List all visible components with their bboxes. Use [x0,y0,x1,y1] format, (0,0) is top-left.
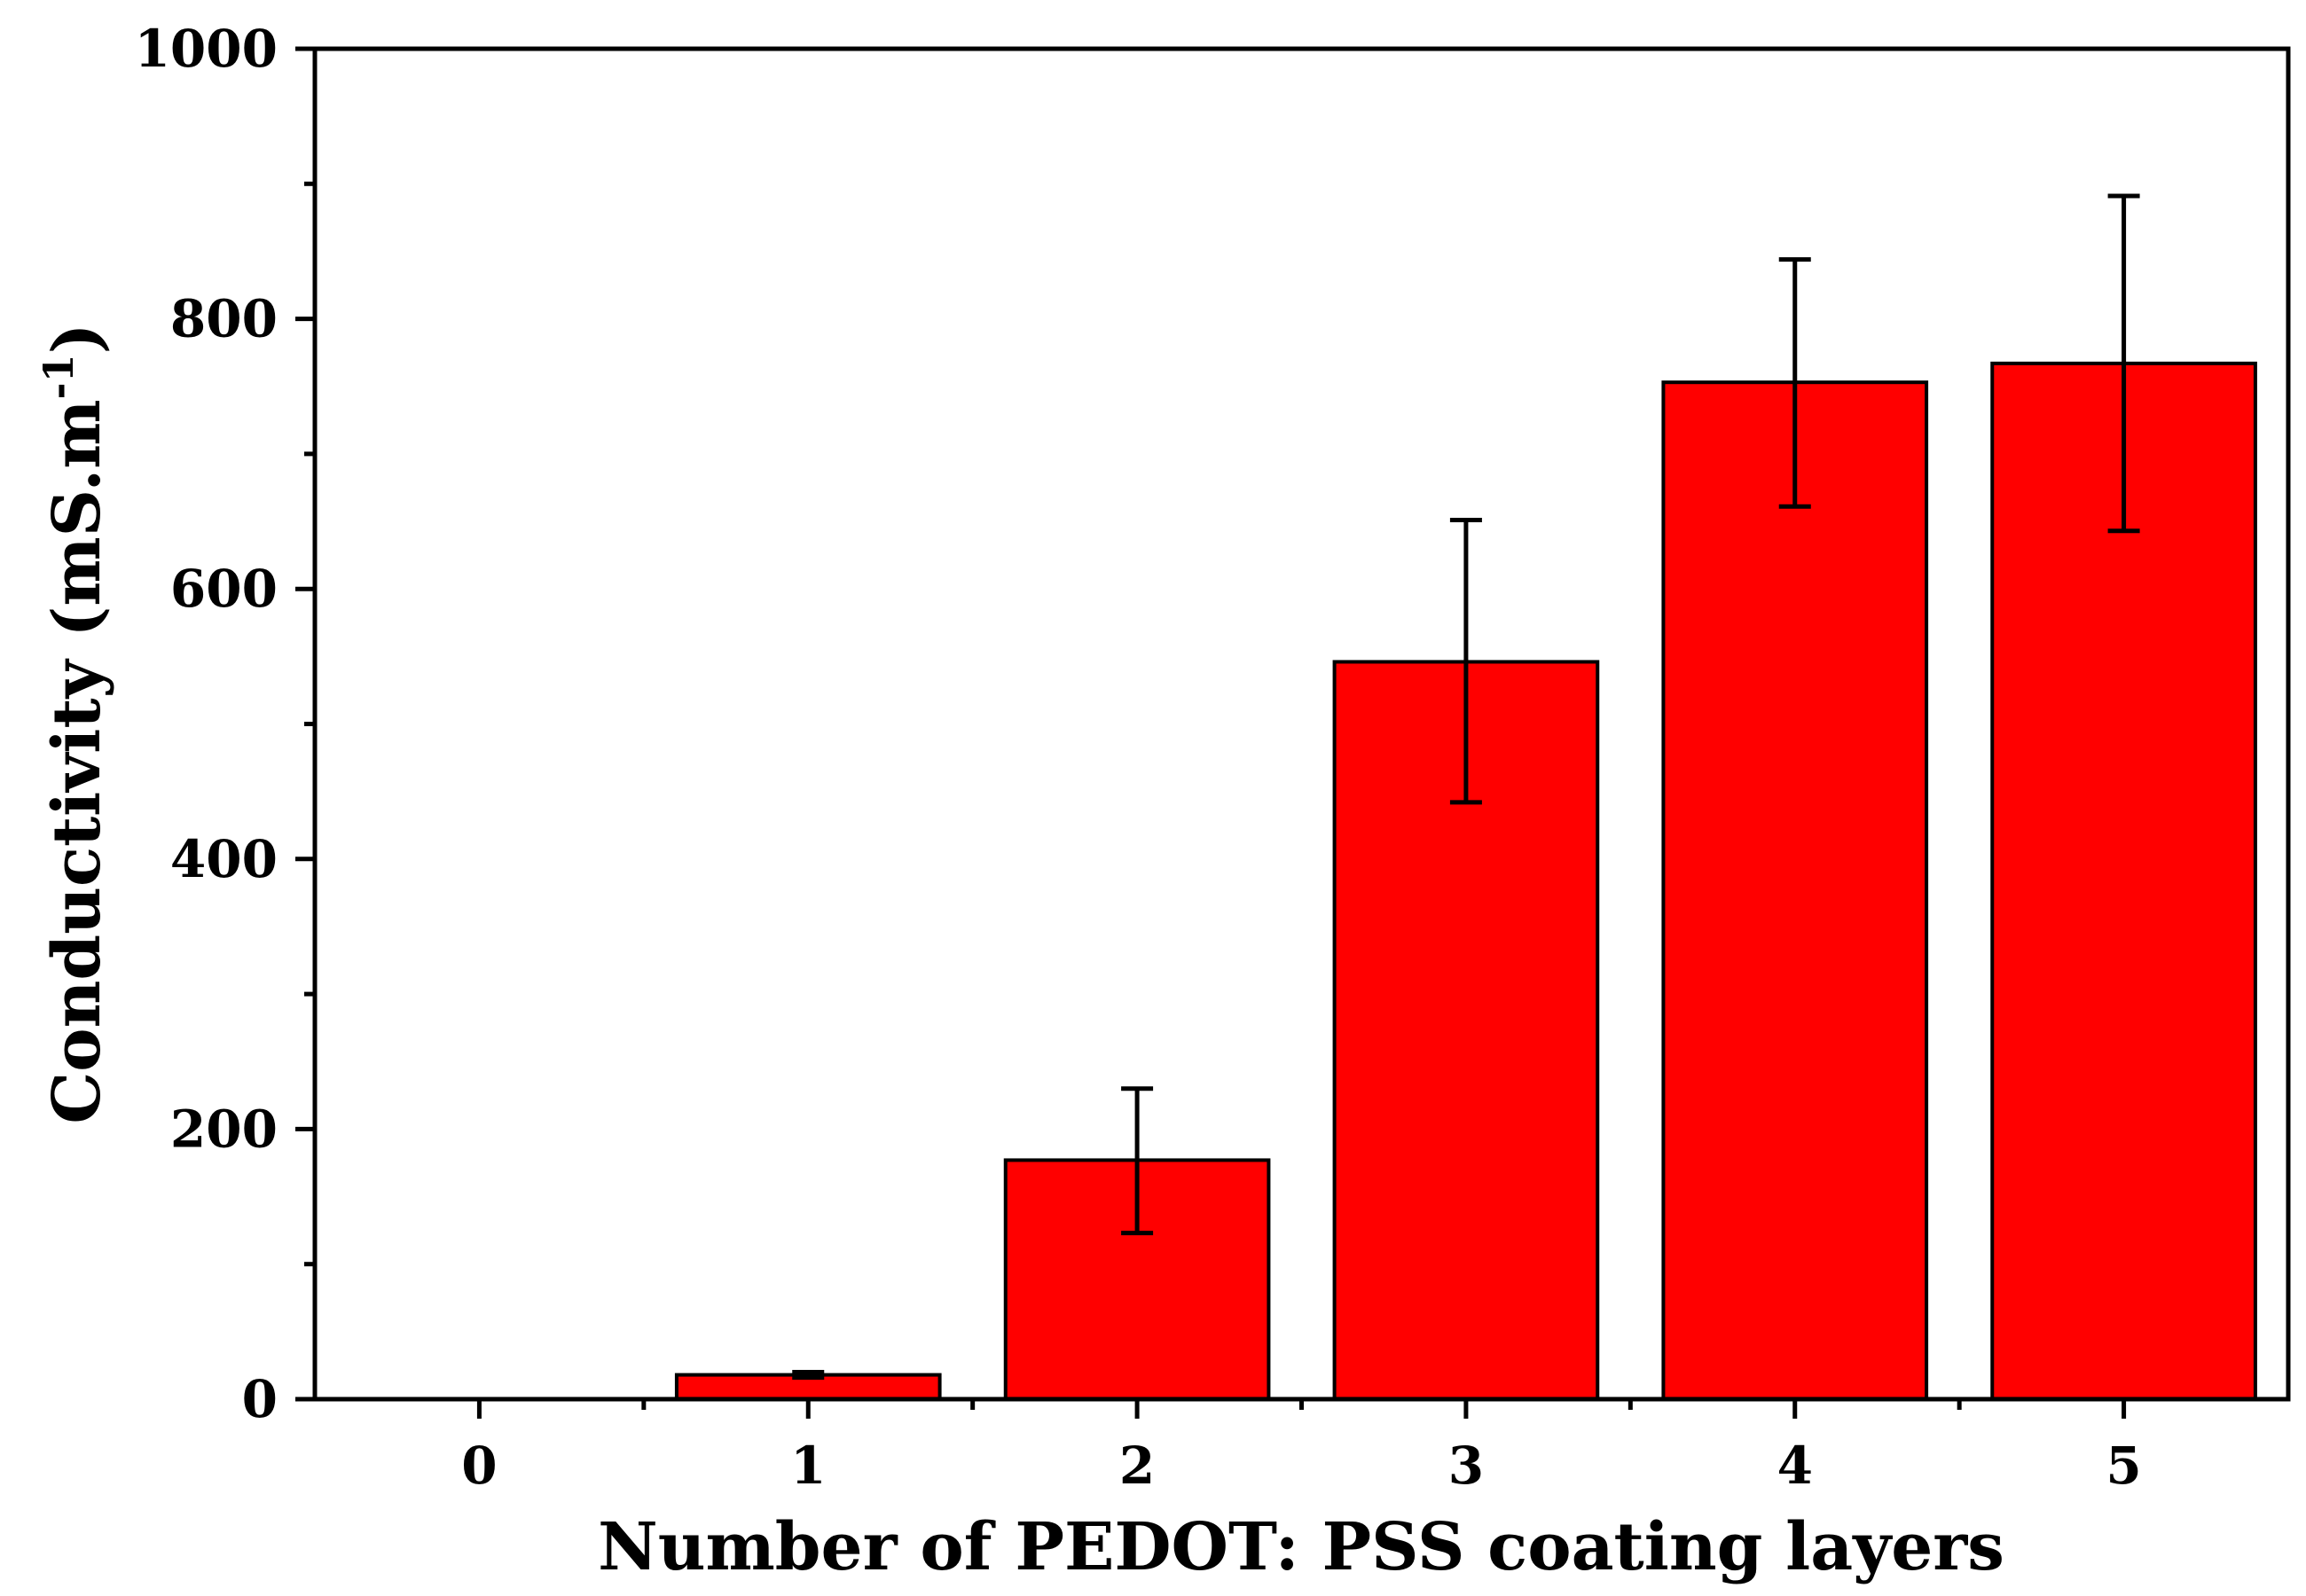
x-tick-label-2: 2 [1119,1436,1155,1496]
x-tick-label-4: 4 [1777,1436,1813,1496]
y-tick-label-1000: 1000 [135,19,278,79]
y-axis: 0 200 400 600 800 1000 [135,19,315,1429]
y-tick-label-0: 0 [242,1369,278,1429]
x-tick-label-1: 1 [790,1436,826,1496]
x-tick-label-0: 0 [461,1436,497,1496]
y-tick-label-600: 600 [170,559,278,619]
y-tick-label-400: 400 [170,829,278,889]
bar-4 [1661,380,1929,1401]
y-axis-title-main: Conductivity (mS.m [39,399,115,1123]
y-tick-label-800: 800 [170,289,278,349]
y-axis-title-superscript: -1 [35,354,82,399]
bar-5 [1990,361,2257,1401]
y-tick-label-200: 200 [170,1099,278,1159]
error-bars-group [792,193,2140,1381]
x-tick-label-5: 5 [2106,1436,2141,1496]
y-axis-title: Conductivity (mS.m-1) [35,323,115,1123]
x-tick-label-3: 3 [1448,1436,1484,1496]
x-axis-title: Number of PEDOT: PSS coating layers [598,1509,2004,1585]
x-axis: 0 1 2 3 4 5 [461,1399,2142,1496]
y-axis-title-close: ) [39,323,115,354]
